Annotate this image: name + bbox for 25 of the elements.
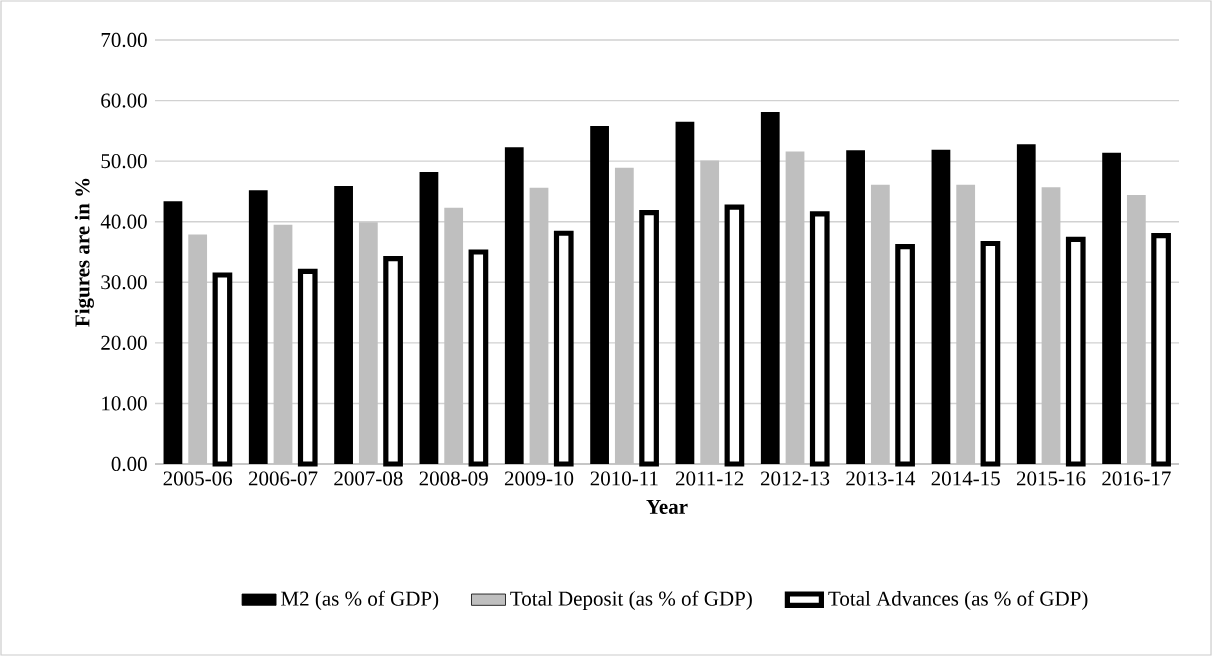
x-tick-label: 2015-16 — [1016, 471, 1086, 486]
legend-label: M2 (as % of GDP) — [281, 590, 439, 610]
legend-label: Total Deposit (as % of GDP) — [510, 590, 752, 610]
y-tick-label: 40.00 — [100, 214, 147, 229]
x-tick-label: 2005-06 — [163, 471, 233, 486]
x-tick-label: 2014-15 — [931, 471, 1000, 486]
y-tick-label: 70.00 — [101, 32, 147, 48]
y-tick-label: 60.00 — [101, 93, 147, 108]
y-tick-label: 50.00 — [101, 154, 147, 169]
x-tick-label: 2008-09 — [419, 471, 488, 486]
x-tick-label: 2012-13 — [760, 471, 830, 486]
x-axis-title: Year — [646, 499, 688, 514]
x-tick-label: 2007-08 — [334, 471, 403, 486]
x-tick-label: 2010-11 — [590, 471, 658, 486]
y-axis-title: Figures are in % — [74, 178, 94, 327]
x-tick-label: 2016-17 — [1102, 471, 1171, 486]
x-tick-label: 2006-07 — [248, 471, 318, 486]
x-tick-label: 2013-14 — [846, 471, 916, 486]
y-tick-label: 30.00 — [101, 275, 147, 290]
y-tick-label: 10.00 — [102, 396, 147, 411]
legend-label: Total Advances (as % of GDP) — [828, 590, 1088, 610]
x-tick-label: 2009-10 — [504, 471, 574, 486]
y-tick-label: 0.00 — [111, 456, 147, 472]
x-tick-label: 2011-12 — [676, 471, 744, 486]
y-tick-label: 20.00 — [101, 335, 147, 350]
